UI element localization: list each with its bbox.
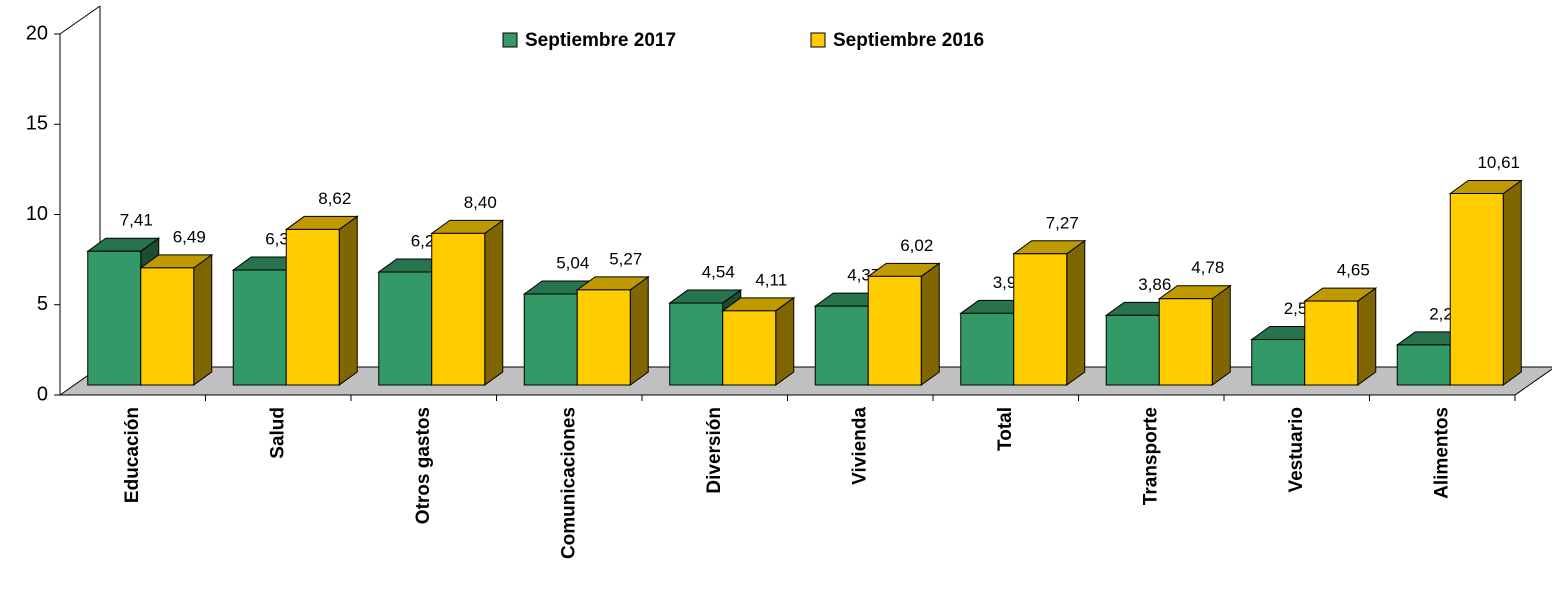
value-label: 4,65 [1337, 261, 1370, 280]
bar [1449, 192, 1504, 386]
value-label: 4,54 [702, 263, 735, 282]
bar [814, 305, 869, 386]
y-tick-label: 10 [26, 203, 48, 225]
value-label: 6,49 [173, 227, 206, 246]
value-label: 4,78 [1191, 258, 1224, 277]
bar-side [1211, 284, 1231, 386]
value-label: 5,04 [556, 254, 589, 273]
x-tick-label: Vestuario [1286, 407, 1307, 493]
value-label: 7,41 [120, 211, 153, 230]
value-label: 3,86 [1138, 275, 1171, 294]
value-label: 5,27 [609, 249, 642, 268]
legend-label: Septiembre 2017 [525, 30, 676, 51]
legend-swatch [810, 32, 826, 48]
bar [87, 250, 142, 386]
x-tick-label: Vivienda [849, 407, 870, 485]
bar-side [484, 219, 504, 386]
legend-swatch [502, 32, 518, 48]
x-tick-label: Transporte [1140, 407, 1161, 505]
bar-side [1066, 239, 1086, 386]
x-tick-label: Total [995, 407, 1016, 451]
bar [1304, 300, 1359, 386]
bar [722, 310, 777, 386]
bar [378, 271, 433, 386]
bar [576, 289, 631, 386]
y-tick-label: 15 [26, 113, 48, 135]
bar [1013, 253, 1068, 386]
bar [1251, 339, 1306, 386]
bar [1396, 344, 1451, 386]
bar-side [920, 262, 940, 386]
x-tick-label: Alimentos [1431, 407, 1452, 499]
bar-side [1502, 179, 1522, 386]
x-tick-label: Diversión [704, 407, 725, 494]
bar-side [1357, 287, 1377, 386]
bar [523, 293, 578, 386]
value-label: 8,62 [318, 189, 351, 208]
bar-side [338, 215, 358, 386]
bar [669, 302, 724, 386]
bar [960, 312, 1015, 386]
y-tick-label: 5 [37, 293, 48, 315]
value-label: 10,61 [1477, 153, 1520, 172]
bar [232, 269, 287, 386]
bar-side [775, 296, 795, 386]
bar-side [629, 275, 649, 386]
y-tick-label: 0 [37, 383, 48, 405]
legend-label: Septiembre 2016 [833, 30, 984, 51]
x-tick-label: Educación [122, 407, 143, 503]
value-label: 7,27 [1046, 213, 1079, 232]
value-label: 4,11 [755, 270, 787, 289]
bar-side [193, 253, 213, 386]
bar [285, 228, 340, 386]
bar [1158, 298, 1213, 386]
x-tick-label: Salud [267, 407, 288, 459]
bar [140, 267, 195, 386]
x-tick-label: Comunicaciones [558, 407, 579, 559]
y-tick-label: 20 [26, 22, 48, 44]
bar [1105, 314, 1160, 386]
bar [867, 275, 922, 386]
value-label: 8,40 [464, 193, 497, 212]
bar [431, 232, 486, 386]
x-tick-label: Otros gastos [413, 407, 434, 524]
wall-top-edge [59, 5, 101, 35]
value-label: 6,02 [900, 236, 933, 255]
